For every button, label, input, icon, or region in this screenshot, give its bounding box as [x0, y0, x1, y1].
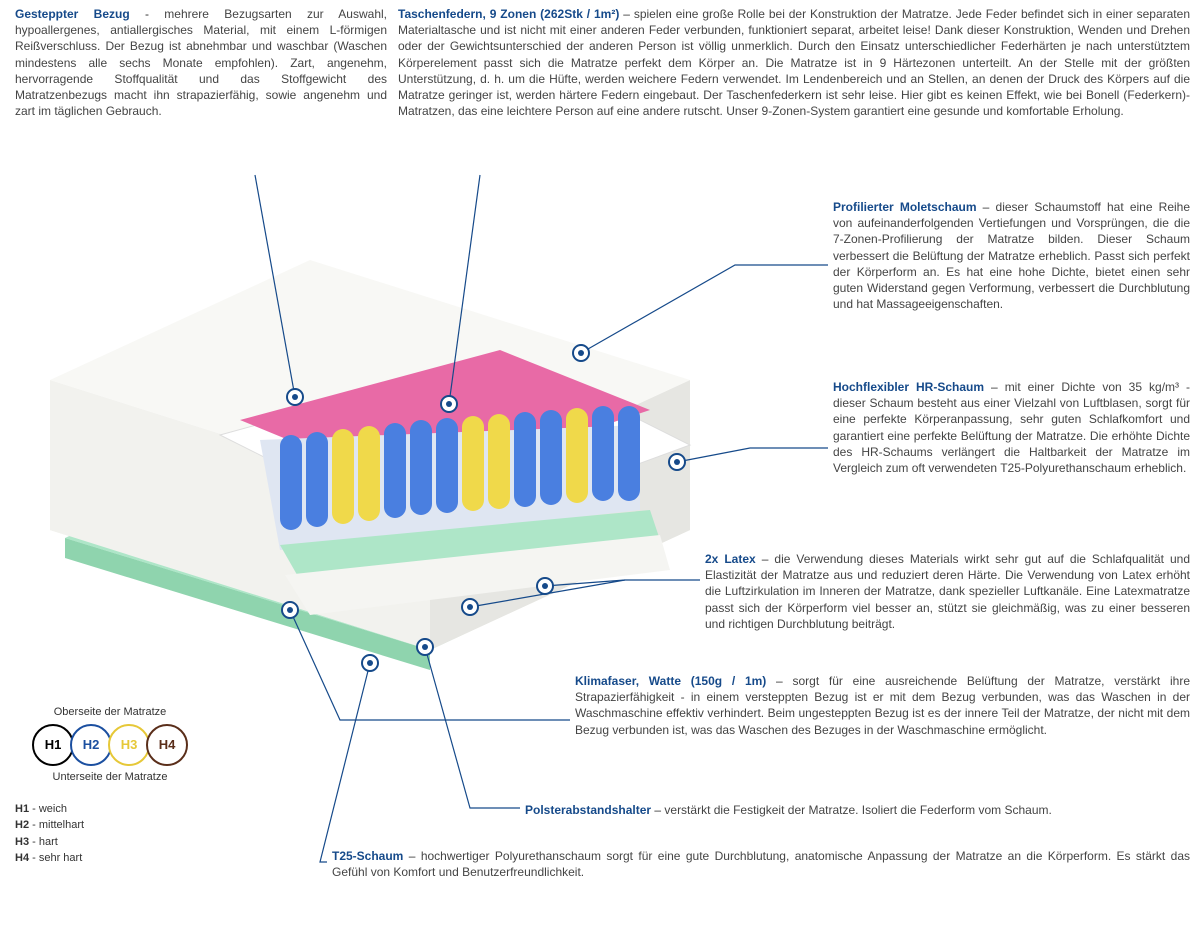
hardness-legend: Oberseite der Matratze H1H2H3H4 Untersei…	[15, 705, 205, 867]
block-molet: Profilierter Moletschaum – dieser Schaum…	[833, 199, 1190, 312]
callout-dot-federn	[440, 395, 458, 413]
body-t25: hochwertiger Polyurethanschaum sorgt für…	[332, 849, 1190, 879]
body-bezug: mehrere Bezugsarten zur Auswahl, hypoall…	[15, 7, 387, 118]
hardness-circle-h3: H3	[108, 724, 150, 766]
title-t25: T25-Schaum	[332, 849, 403, 863]
block-bezug: Gesteppter Bezug - mehrere Bezugsarten z…	[15, 6, 387, 119]
callout-dot-latex2	[536, 577, 554, 595]
body-molet: dieser Schaumstoff hat eine Reihe von au…	[833, 200, 1190, 311]
title-latex: 2x Latex	[705, 552, 756, 566]
block-klima: Klimafaser, Watte (150g / 1m) – sorgt fü…	[575, 673, 1190, 738]
title-molet: Profilierter Moletschaum	[833, 200, 977, 214]
callout-dot-hr	[668, 453, 686, 471]
block-taschenfedern: Taschenfedern, 9 Zonen (262Stk / 1m²) – …	[398, 6, 1190, 119]
block-polster: Polsterabstandshalter – verstärkt die Fe…	[525, 802, 1190, 818]
hardness-circle-h2: H2	[70, 724, 112, 766]
block-latex: 2x Latex – die Verwendung dieses Materia…	[705, 551, 1190, 632]
hardness-circle-h1: H1	[32, 724, 74, 766]
legend-bottom-label: Unterseite der Matratze	[15, 770, 205, 785]
block-t25: T25-Schaum – hochwertiger Polyurethansch…	[332, 848, 1190, 880]
callout-dot-polster	[416, 638, 434, 656]
callout-dot-latex1	[461, 598, 479, 616]
title-polster: Polsterabstandshalter	[525, 803, 651, 817]
callout-dot-molet	[572, 344, 590, 362]
legend-top-label: Oberseite der Matratze	[15, 705, 205, 720]
body-taschenfedern: spielen eine große Rolle bei der Konstru…	[398, 7, 1190, 118]
callout-dot-bezug	[286, 388, 304, 406]
hardness-def-h4: H4 - sehr hart	[15, 850, 205, 867]
body-hr: mit einer Dichte von 35 kg/m³ - dieser S…	[833, 380, 1190, 475]
hardness-circle-h4: H4	[146, 724, 188, 766]
hardness-def-h1: H1 - weich	[15, 801, 205, 818]
title-taschenfedern: Taschenfedern, 9 Zonen (262Stk / 1m²)	[398, 7, 619, 21]
title-bezug: Gesteppter Bezug	[15, 7, 130, 21]
title-hr: Hochflexibler HR-Schaum	[833, 380, 984, 394]
body-latex: die Verwendung dieses Materials wirkt se…	[705, 552, 1190, 631]
block-hr: Hochflexibler HR-Schaum – mit einer Dich…	[833, 379, 1190, 476]
title-klima: Klimafaser, Watte (150g / 1m)	[575, 674, 766, 688]
body-polster: verstärkt die Festigkeit der Matratze. I…	[664, 803, 1051, 817]
hardness-def-h3: H3 - hart	[15, 834, 205, 851]
callout-dot-klima	[281, 601, 299, 619]
hardness-def-h2: H2 - mittelhart	[15, 817, 205, 834]
callout-dot-t25	[361, 654, 379, 672]
